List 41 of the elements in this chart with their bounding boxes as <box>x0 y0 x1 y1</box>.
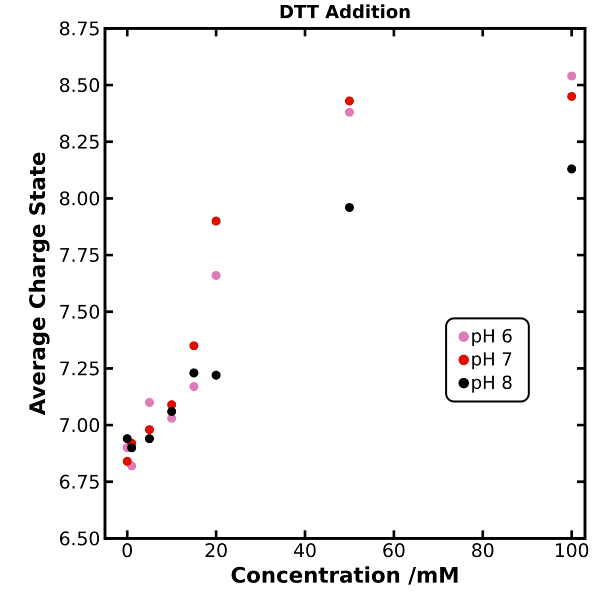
point <box>189 341 198 350</box>
point <box>212 270 221 280</box>
y-tick-label: 8.25 <box>60 134 99 149</box>
point <box>167 406 176 416</box>
point <box>122 434 132 444</box>
y-tick-label: 8.75 <box>60 21 99 36</box>
point <box>567 164 576 174</box>
x-axis-title: Concentration /mM <box>232 566 458 584</box>
y-tick-label: 7.25 <box>60 361 99 376</box>
point <box>212 370 221 380</box>
point <box>212 216 221 226</box>
legend-label: pH 8 <box>472 375 512 392</box>
point <box>122 456 132 466</box>
x-tick-label: 80 <box>472 542 494 558</box>
y-tick-label: 8.00 <box>60 191 100 206</box>
point <box>189 368 198 378</box>
point <box>344 108 354 117</box>
point <box>144 398 154 407</box>
x-tick-label: 0 <box>122 542 132 558</box>
x-tick-label: 100 <box>556 542 588 558</box>
y-tick-label: 8.50 <box>60 78 100 92</box>
y-tick-label: 7.75 <box>60 248 99 262</box>
y-axis-title: Average Charge State <box>28 152 50 415</box>
point <box>344 96 354 106</box>
point <box>189 382 198 391</box>
point <box>567 71 576 80</box>
y-tick-label: 6.50 <box>60 531 100 546</box>
chart-title: DTT Addition <box>280 4 410 18</box>
legend-label: pH 7 <box>472 352 512 370</box>
x-tick-label: 40 <box>294 542 316 558</box>
point <box>567 92 576 101</box>
legend-label: pH 6 <box>472 328 512 346</box>
y-tick-label: 6.75 <box>60 474 99 489</box>
x-tick-label: 60 <box>383 542 405 558</box>
point <box>144 434 154 444</box>
y-tick-label: 7.50 <box>60 304 100 319</box>
point <box>144 424 154 434</box>
y-tick-label: 7.00 <box>60 418 100 432</box>
point <box>127 443 136 452</box>
point <box>344 202 354 212</box>
x-tick-label: 20 <box>206 542 227 558</box>
